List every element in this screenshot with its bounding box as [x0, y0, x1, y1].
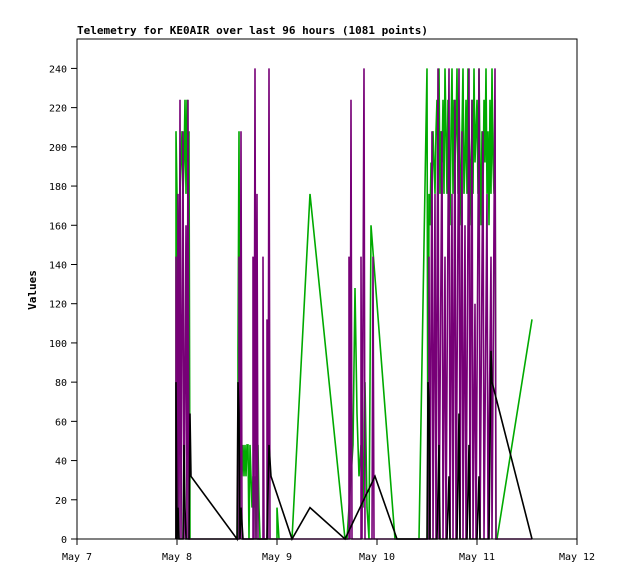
- chart-title: Telemetry for KE0AIR over last 96 hours …: [77, 24, 428, 37]
- x-tick-label: May 11: [459, 552, 495, 563]
- x-tick-label: May 8: [162, 552, 192, 563]
- x-tick-label: May 9: [262, 552, 292, 563]
- y-tick-label: 200: [49, 143, 67, 154]
- y-tick-label: 240: [49, 64, 67, 75]
- y-axis-label: Values: [26, 270, 39, 310]
- x-tick-label: May 12: [559, 552, 595, 563]
- x-tick-label: May 7: [62, 552, 92, 563]
- y-tick-label: 140: [49, 260, 67, 271]
- y-tick-label: 60: [55, 417, 67, 428]
- y-tick-label: 0: [61, 535, 67, 546]
- y-tick-label: 100: [49, 339, 67, 350]
- y-tick-label: 160: [49, 221, 67, 232]
- y-tick-label: 120: [49, 300, 67, 311]
- y-tick-label: 180: [49, 182, 67, 193]
- y-tick-label: 40: [55, 457, 67, 468]
- axis-layer: 0 20 40 60 80 100 120 140 160 180 200 220 240 May 7 Ma…: [49, 64, 595, 563]
- y-tick-label: 80: [55, 378, 67, 389]
- y-tick-label: 220: [49, 104, 67, 115]
- y-tick-label: 20: [55, 496, 67, 507]
- x-tick-label: May 10: [359, 552, 395, 563]
- plot-frame: [76, 38, 578, 540]
